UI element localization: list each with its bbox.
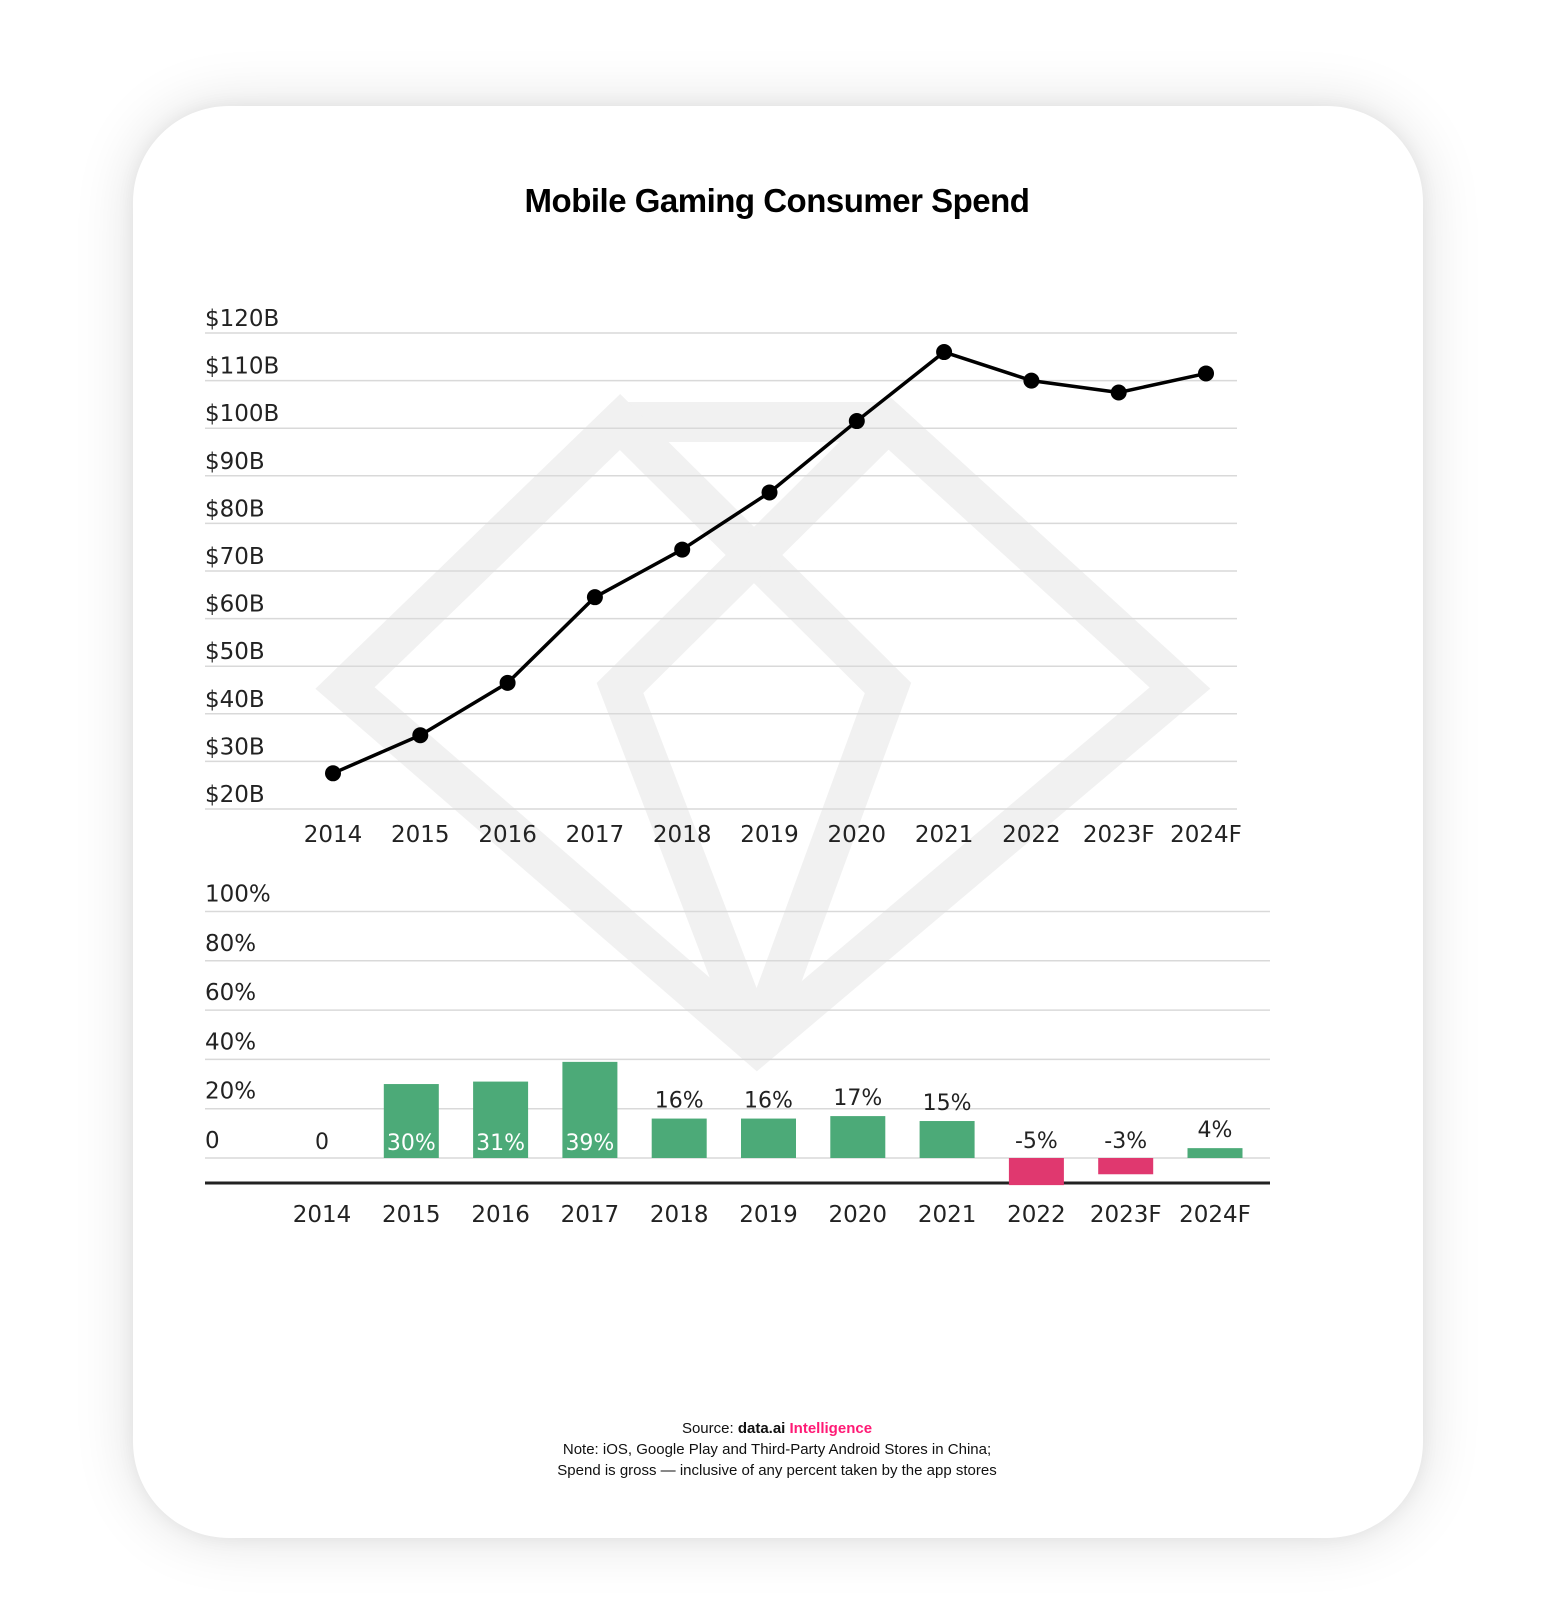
bar-positive [830, 1116, 886, 1158]
bar-positive [383, 1084, 439, 1158]
bar-xtick-label: 2014 [293, 1202, 352, 1228]
bar-xtick-label: 2019 [739, 1202, 798, 1228]
line-xtick-label: 2017 [566, 822, 625, 848]
bar-data-label: -5% [1015, 1129, 1058, 1154]
source-line: Source: data.ai Intelligence [0, 1418, 1554, 1439]
bar-xtick-label: 2017 [561, 1202, 620, 1228]
spend-data-point [586, 589, 603, 606]
line-xtick-label: 2023F [1083, 822, 1155, 848]
diamond-watermark-icon [315, 394, 1211, 1072]
spend-data-point [674, 541, 691, 558]
note-line-2: Spend is gross — inclusive of any percen… [557, 1462, 997, 1479]
line-xtick-label: 2024F [1170, 822, 1242, 848]
bar-xtick-label: 2018 [650, 1202, 709, 1228]
bar-positive [1187, 1148, 1243, 1158]
spend-data-point [1198, 365, 1214, 382]
spend-data-point [761, 484, 778, 501]
line-xtick-label: 2021 [915, 822, 974, 848]
bar-positive [741, 1118, 796, 1158]
source-brand: data.ai [737, 1420, 786, 1437]
bar-ytick-label: 40% [205, 1029, 256, 1055]
bar-data-label: 39% [565, 1131, 614, 1156]
bar-xtick-label: 2020 [829, 1202, 888, 1228]
line-ytick-label: $20B [205, 782, 265, 808]
line-xtick-label: 2018 [653, 822, 712, 848]
note-line-1: Note: iOS, Google Play and Third-Party A… [562, 1441, 992, 1458]
chart-footer: Source: data.ai Intelligence Note: iOS, … [0, 1418, 1554, 1481]
bar-ytick-label: 60% [205, 980, 256, 1006]
bar-ytick-label: 100% [205, 882, 271, 908]
bar-xtick-label: 2024F [1179, 1202, 1251, 1228]
bar-ytick-label: 20% [205, 1079, 256, 1105]
bar-xtick-label: 2022 [1007, 1202, 1066, 1228]
bar-negative [1008, 1158, 1064, 1186]
line-xtick-label: 2020 [828, 822, 887, 848]
spend-data-point [1023, 372, 1040, 389]
line-ytick-label: $40B [205, 687, 265, 713]
watermark-outline [315, 402, 1211, 1072]
bar-xtick-label: 2021 [918, 1202, 977, 1228]
bar-data-label: 16% [655, 1089, 704, 1114]
chart-title: Mobile Gaming Consumer Spend [524, 182, 1030, 219]
source-prefix: Source: [681, 1420, 734, 1437]
bar-positive [473, 1081, 529, 1158]
bar-data-label: 4% [1198, 1118, 1233, 1143]
line-xtick-label: 2022 [1002, 822, 1061, 848]
chart-card [133, 106, 1423, 1538]
bar-ytick-label: 0 [205, 1128, 220, 1154]
bar-data-label: 17% [833, 1086, 882, 1111]
bar-negative [1098, 1158, 1154, 1175]
bar-xtick-label: 2015 [382, 1202, 441, 1228]
spend-data-point [1110, 384, 1127, 401]
spend-data-point [499, 674, 516, 691]
bar-positive [562, 1061, 618, 1158]
line-xtick-label: 2019 [740, 822, 799, 848]
bar-xtick-label: 2016 [471, 1202, 530, 1228]
line-ytick-label: $100B [205, 401, 279, 427]
line-xtick-label: 2014 [304, 822, 363, 848]
bar-positive [919, 1121, 975, 1158]
bar-data-label: 30% [387, 1131, 436, 1156]
watermark-facet-right [596, 394, 1194, 1053]
line-ytick-label: $60B [205, 592, 265, 618]
bar-data-label: 16% [744, 1089, 793, 1114]
line-ytick-label: $50B [205, 639, 265, 665]
spend-line-chart: $120B $110B $100B $90B $80B $70B $60B $50B $40B $… [205, 306, 1242, 848]
bar-data-label: -3% [1104, 1129, 1147, 1154]
bar-data-label: 31% [476, 1131, 525, 1156]
bar-data-label: 15% [923, 1091, 972, 1116]
line-ytick-label: $120B [205, 306, 279, 332]
spend-data-point [936, 344, 953, 361]
line-ytick-label: $110B [205, 354, 279, 380]
bar-positive [651, 1118, 707, 1158]
line-ytick-label: $70B [205, 544, 265, 570]
line-ytick-label: $90B [205, 449, 265, 475]
growth-bar-chart: 100% 80% 60% 40% 20% 0 0 2014 30% 2015 31% 2016 39% 2… [205, 882, 1270, 1228]
bar-data-label: 0 [315, 1130, 329, 1155]
line-ytick-label: $80B [205, 496, 265, 522]
spend-data-point [412, 727, 429, 744]
source-accent: Intelligence [789, 1420, 873, 1437]
spend-data-point [848, 413, 865, 430]
line-xtick-label: 2016 [478, 822, 537, 848]
line-ytick-label: $30B [205, 734, 265, 760]
bar-xtick-label: 2023F [1090, 1202, 1162, 1228]
line-xtick-label: 2015 [391, 822, 450, 848]
bar-ytick-label: 80% [205, 931, 256, 957]
spend-data-point [325, 765, 341, 782]
